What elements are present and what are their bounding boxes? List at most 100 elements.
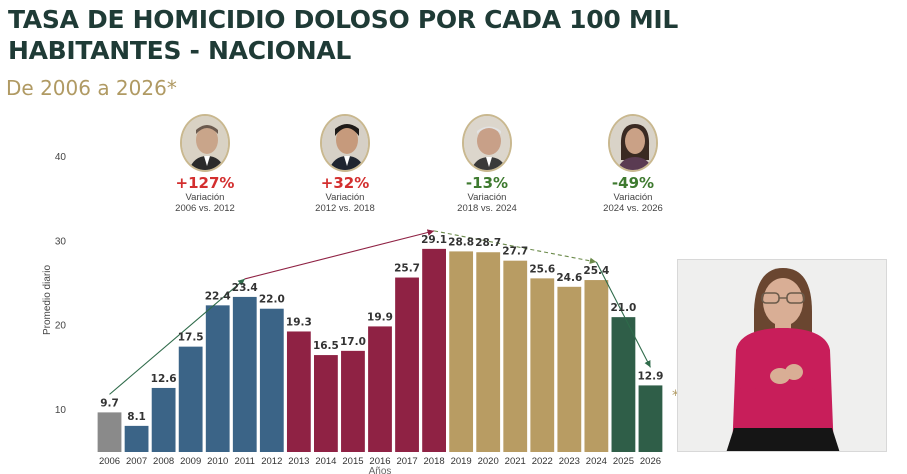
value-label-2023: 24.6 (556, 272, 582, 284)
bar-2008 (151, 387, 176, 452)
bar-2010 (205, 305, 230, 452)
x-tick-2019: 2019 (451, 456, 472, 467)
bar-2014 (314, 355, 338, 452)
value-label-2016: 19.9 (367, 311, 393, 323)
variation-label-1: Variación (185, 192, 225, 203)
x-tick-2007: 2007 (126, 456, 147, 467)
value-label-2008: 12.6 (151, 373, 177, 385)
page-title: TASA DE HOMICIDIO DOLOSO POR CADA 100 MI… (8, 5, 679, 65)
footnote-mark: * (672, 388, 679, 404)
bar-2013 (286, 331, 311, 452)
x-axis-label: Años (369, 466, 392, 474)
president-block-3: -13% Variación 2018 vs. 2024 (427, 114, 547, 214)
value-label-2011: 23.4 (232, 282, 258, 294)
bar-2024 (584, 280, 609, 452)
person-icon (182, 116, 228, 170)
x-tick-2014: 2014 (315, 456, 336, 467)
value-label-2024: 25.4 (583, 265, 609, 277)
value-label-2010: 22.4 (205, 290, 231, 302)
bar-2018 (422, 248, 446, 452)
value-label-2006: 9.7 (100, 397, 119, 409)
value-label-2012: 22.0 (259, 294, 285, 306)
variation-label-4: Variación (613, 192, 653, 203)
x-tick-2006: 2006 (99, 456, 120, 467)
interpreter-icon (678, 260, 886, 451)
bar-2020 (476, 252, 501, 452)
variation-label-3: Variación (467, 192, 507, 203)
portrait-2 (320, 114, 370, 172)
bar-2012 (259, 308, 284, 452)
value-label-2014: 16.5 (313, 340, 339, 352)
trend-arrow-2 (244, 229, 435, 280)
value-label-2017: 25.7 (394, 263, 420, 275)
variation-range-2: 2012 vs. 2018 (315, 203, 375, 214)
y-tick-label: 10 (55, 405, 67, 416)
trend-arrow-1 (109, 278, 246, 395)
y-tick-label: 40 (55, 152, 67, 163)
variation-percent-1: +127% (175, 174, 235, 192)
value-label-2015: 17.0 (340, 336, 366, 348)
value-label-2022: 25.6 (529, 263, 555, 275)
sign-language-interpreter-video (677, 259, 887, 452)
person-icon (610, 116, 656, 170)
x-tick-2017: 2017 (396, 456, 417, 467)
value-label-2018: 29.1 (421, 234, 447, 246)
x-tick-2023: 2023 (559, 456, 580, 467)
value-label-2021: 27.7 (502, 246, 528, 258)
variation-percent-2: +32% (320, 174, 370, 192)
bar-2015 (341, 350, 365, 452)
value-label-2026: 12.9 (638, 370, 664, 382)
y-tick-label: 30 (55, 236, 67, 247)
trend-arrow-4 (595, 261, 651, 368)
president-block-2: +32% Variación 2012 vs. 2018 (285, 114, 405, 214)
value-label-2020: 28.7 (475, 237, 501, 249)
bar-2025 (611, 317, 636, 452)
bar-2022 (530, 278, 555, 452)
value-label-2013: 19.3 (286, 316, 312, 328)
variation-range-4: 2024 vs. 2026 (603, 203, 663, 214)
x-tick-2011: 2011 (235, 456, 255, 467)
variation-percent-4: -49% (611, 174, 655, 192)
portrait-1 (180, 114, 230, 172)
bar-2021 (503, 260, 528, 452)
x-tick-2024: 2024 (586, 456, 607, 467)
variation-label-2: Variación (325, 192, 365, 203)
bar-2017 (395, 277, 419, 452)
value-label-2019: 28.8 (448, 236, 474, 248)
bar-2019 (449, 251, 474, 452)
bar-2011 (232, 296, 257, 452)
x-tick-2008: 2008 (153, 456, 174, 467)
x-tick-2013: 2013 (288, 456, 309, 467)
x-tick-2021: 2021 (505, 456, 526, 467)
bar-2016 (368, 326, 392, 452)
variation-range-3: 2018 vs. 2024 (457, 203, 517, 214)
x-tick-2012: 2012 (261, 456, 282, 467)
y-axis-label: Promedio diario (42, 265, 53, 335)
bar-2009 (178, 346, 203, 452)
portrait-4 (608, 114, 658, 172)
bar-2023 (557, 286, 582, 452)
x-tick-2026: 2026 (640, 456, 661, 467)
value-label-2025: 21.0 (610, 302, 636, 314)
president-block-1: +127% Variación 2006 vs. 2012 (145, 114, 265, 214)
x-tick-2010: 2010 (207, 456, 228, 467)
portrait-3 (462, 114, 512, 172)
x-tick-2009: 2009 (180, 456, 201, 467)
person-icon (322, 116, 368, 170)
president-block-4: -49% Variación 2024 vs. 2026 (573, 114, 693, 214)
bar-2006 (97, 412, 122, 452)
x-tick-2018: 2018 (424, 456, 445, 467)
bar-2026 (638, 385, 663, 452)
value-label-2009: 17.5 (178, 332, 204, 344)
value-label-2007: 8.1 (127, 411, 146, 423)
x-tick-2022: 2022 (532, 456, 553, 467)
y-tick-label: 20 (55, 321, 67, 332)
bar-2007 (124, 425, 149, 452)
x-tick-2025: 2025 (613, 456, 634, 467)
page-subtitle: De 2006 a 2026* (6, 76, 177, 100)
variation-range-1: 2006 vs. 2012 (175, 203, 235, 214)
variation-percent-3: -13% (465, 174, 509, 192)
x-tick-2015: 2015 (342, 456, 363, 467)
person-icon (464, 116, 510, 170)
